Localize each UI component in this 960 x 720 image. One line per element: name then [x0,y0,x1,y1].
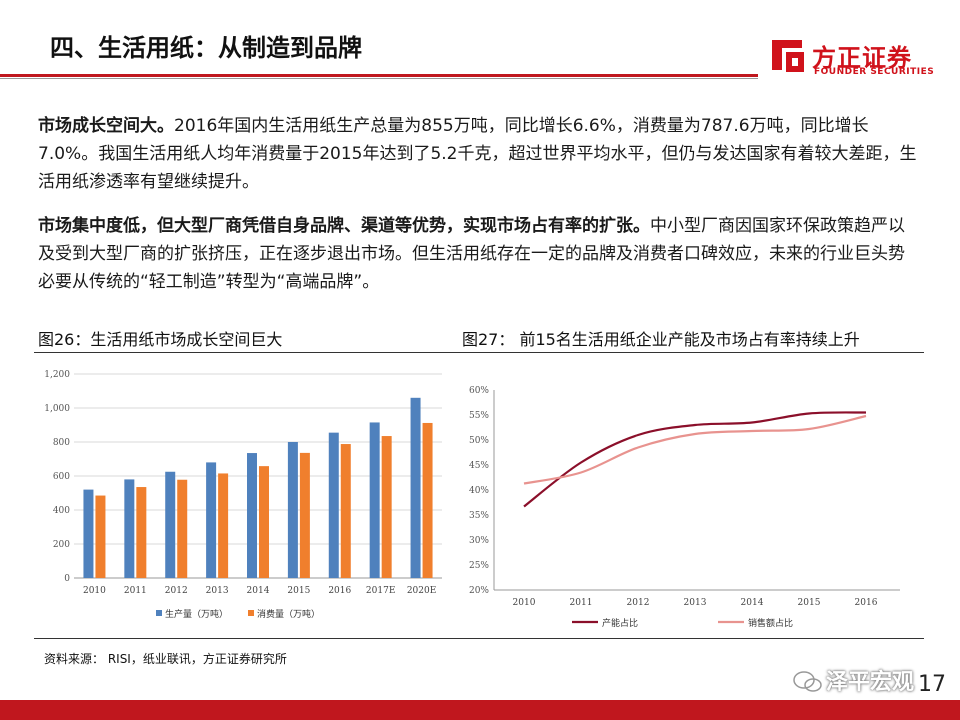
y-tick-label: 800 [53,438,70,448]
paragraph-body: 2016年国内生活用纸生产总量为855万吨，同比增长6.6%，消费量为787.6… [38,116,917,192]
footer-bar [0,700,960,720]
x-tick-label: 2020E [407,586,436,596]
y-tick-label: 25% [469,561,489,571]
figure-27-caption: 图27： 前15名生活用纸企业产能及市场占有率持续上升 [462,330,860,349]
x-tick-label: 2016 [328,586,351,596]
x-tick-label: 2013 [206,586,229,596]
y-tick-label: 55% [469,411,489,421]
bar-consumption [259,466,269,578]
paragraph-market-concentration: 市场集中度低，但大型厂商凭借自身品牌、渠道等优势，实现市场占有率的扩张。中小型厂… [38,212,918,296]
series-line-capacity-share [523,411,867,508]
figure-26-caption: 图26：生活用纸市场成长空间巨大 [38,330,283,349]
legend-label: 产能占比 [602,617,638,629]
paragraph-body: 中小型厂商因国家环保政策趋严以及受到大型厂商的扩张挤压，正在逐步退出市场。但生活… [38,216,905,292]
market-share-line-chart: 20% 25% 30% 35% 40% 45% 50% 55% 60% 2010 2011 2012 2… [462,372,922,638]
bar-consumption [136,487,147,578]
y-tick-label: 30% [469,536,489,546]
y-tick-label: 40% [469,486,489,496]
caption-divider [34,352,924,353]
legend-label: 消费量（万吨） [257,608,320,620]
paragraph-lead: 市场集中度低，但大型厂商凭借自身品牌、渠道等优势，实现市场占有率的扩张。 [38,216,650,236]
x-tick-label: 2015 [287,586,310,596]
title-underline-grey [0,78,758,79]
logo-text-en: FOUNDER SECURITIES [814,67,935,77]
bar-production [410,397,421,578]
paragraph-market-space: 市场成长空间大。2016年国内生活用纸生产总量为855万吨，同比增长6.6%，消… [38,112,918,196]
wechat-watermark-icon [793,671,822,692]
x-tick-label: 2014 [247,586,270,596]
founder-logo-icon [772,40,804,72]
x-tick-label: 2010 [513,598,536,608]
legend-label: 生产量（万吨） [165,608,228,620]
bar-consumption [299,452,310,578]
bar-production [369,422,380,578]
title-underline [0,74,758,77]
x-tick-label: 2011 [570,598,593,608]
founder-securities-logo: 方正证券 FOUNDER SECURITIES [768,36,938,80]
x-tick-label: 2010 [83,586,106,596]
bar-production [247,453,257,578]
series-line-sales-share [523,414,867,485]
bar-production [328,432,339,578]
y-tick-label: 400 [53,506,70,516]
x-tick-label: 2014 [741,598,764,608]
x-tick-label: 2015 [798,598,821,608]
bar-consumption [177,479,188,578]
bar-consumption [218,473,229,578]
bar-consumption [422,422,433,578]
y-tick-label: 0 [64,574,70,584]
x-tick-label: 2016 [855,598,878,608]
x-tick-label: 2011 [124,586,147,596]
bar-production [124,479,135,578]
production-consumption-bar-chart: 0 200 400 600 800 1,000 1,200 2010 2011 2012 2013 2… [34,360,446,630]
bar-consumption [340,444,351,578]
bar-production [287,442,298,578]
watermark-text: 泽平宏观 [826,670,915,695]
data-source-note: 资料来源： RISI，纸业联讯，方正证券研究所 [44,652,287,666]
bar-production [83,489,94,578]
line-chart-svg: 20% 25% 30% 35% 40% 45% 50% 55% 60% 2010 2011 2012 2… [469,386,900,629]
bar-production [165,471,176,578]
x-tick-label: 2013 [684,598,707,608]
x-tick-label: 2017E [366,586,395,596]
legend-label: 销售额占比 [748,617,793,629]
page-number: 17 [918,672,946,697]
y-tick-label: 60% [469,386,489,396]
legend-swatch [248,610,254,616]
logo-text-cn: 方正证券 [812,44,912,72]
y-tick-label: 20% [469,586,489,596]
y-tick-label: 600 [53,472,70,482]
y-tick-label: 50% [469,436,489,446]
source-divider [34,638,924,639]
legend-swatch [156,610,162,616]
bar-production [206,462,217,578]
y-tick-label: 45% [469,461,489,471]
paragraph-lead: 市场成长空间大。 [38,116,174,136]
x-tick-label: 2012 [627,598,650,608]
y-tick-label: 1,200 [44,370,70,380]
bar-consumption [95,495,106,578]
y-tick-label: 35% [469,511,489,521]
bar-consumption [381,436,392,578]
y-tick-label: 200 [53,540,70,550]
bar-chart-svg: 0 200 400 600 800 1,000 1,200 2010 2011 2012 2013 2… [44,370,442,620]
x-tick-label: 2012 [165,586,188,596]
y-tick-label: 1,000 [44,404,70,414]
slide-title: 四、生活用纸：从制造到品牌 [50,34,362,62]
